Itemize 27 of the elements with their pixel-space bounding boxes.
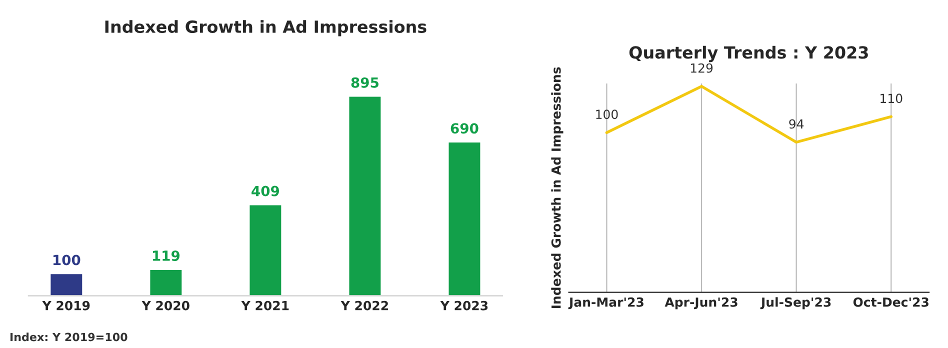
- x-tick-label: Y 2023: [440, 300, 488, 310]
- data-label: 690: [450, 123, 478, 134]
- chart-title: Quarterly Trends : Y 2023: [629, 46, 868, 62]
- x-tick-label: Y 2020: [142, 300, 190, 310]
- data-label: 100: [596, 110, 618, 120]
- data-label: 895: [351, 77, 378, 88]
- data-label: 129: [690, 63, 713, 73]
- data-label: 94: [789, 119, 804, 129]
- bar: [447, 141, 482, 296]
- x-tick-label: Jul-Sep'23: [760, 297, 831, 310]
- x-tick-label: Y 2022: [340, 300, 388, 310]
- data-label: 110: [880, 94, 902, 104]
- y-axis-title: Indexed Growth in Ad Impressions: [551, 67, 564, 308]
- x-tick-label: Jan-Mar'23: [568, 297, 644, 310]
- text: Index: Y 2019=100: [10, 332, 128, 342]
- x-tick-label: Apr-Jun'23: [664, 297, 738, 310]
- chart-title: Indexed Growth in Ad Impressions: [105, 20, 426, 36]
- x-tick-label: Y 2019: [42, 300, 90, 310]
- data-label: 409: [252, 186, 280, 196]
- x-tick-label: Oct-Dec'23: [853, 297, 928, 307]
- x-tick-label: Y 2021: [241, 300, 289, 310]
- bar: [49, 272, 84, 296]
- bar: [148, 268, 184, 296]
- bar: [348, 95, 382, 296]
- data-label: 100: [53, 254, 80, 266]
- bar: [248, 204, 283, 296]
- data-label: 119: [152, 250, 180, 261]
